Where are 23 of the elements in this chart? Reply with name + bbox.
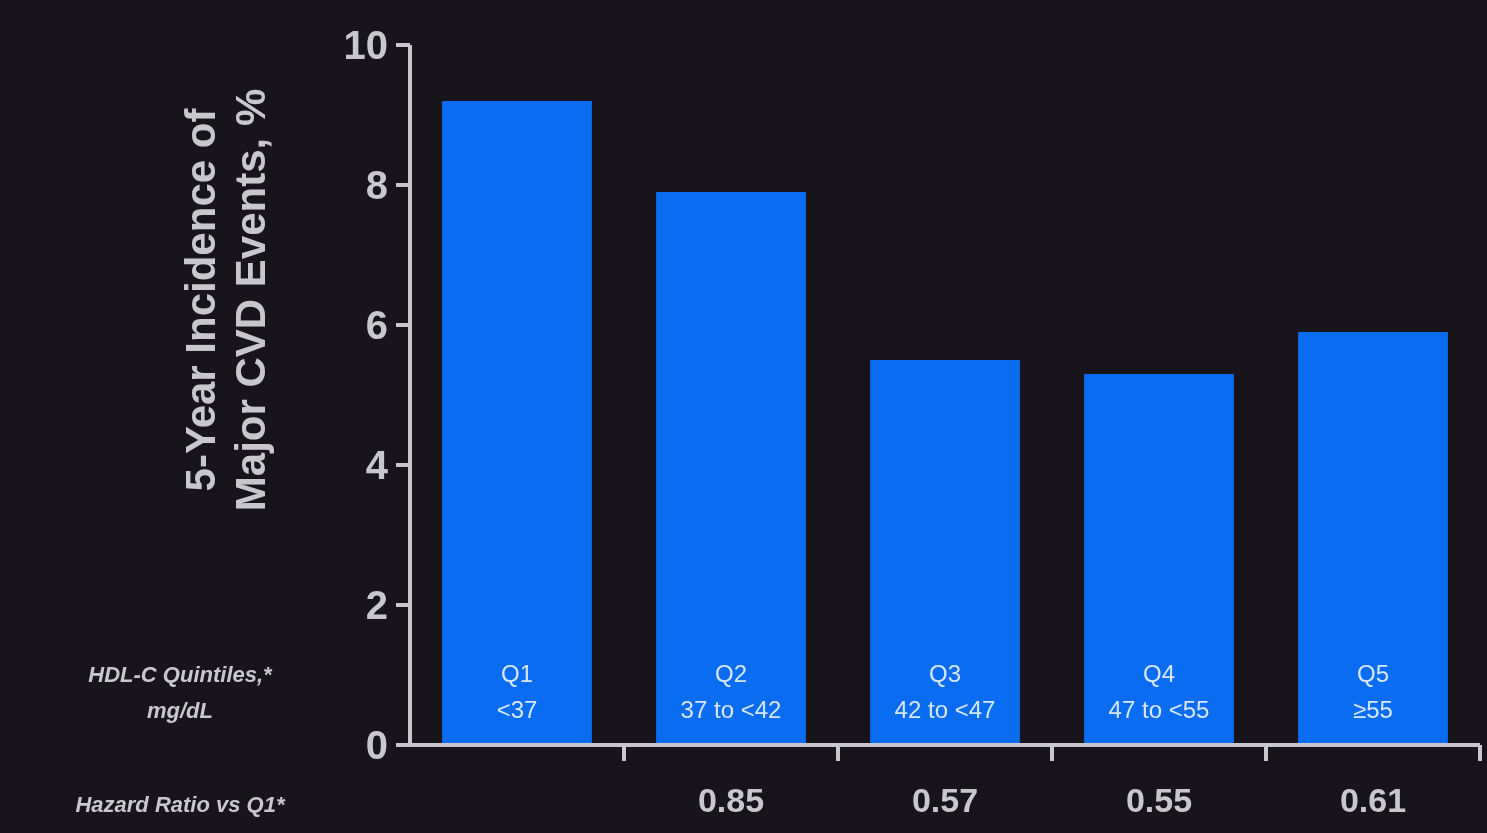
x-tick-label: Q1 <37	[496, 660, 538, 723]
bar	[1298, 332, 1448, 745]
y-axis-title: 5-Year Incidence of Major CVD Events, %	[177, 88, 274, 512]
x-tick-label: Q5 ≥55	[1353, 660, 1393, 723]
x-axis-title: HDL-C Quintiles,* mg/dL	[88, 662, 274, 723]
text: Hazard Ratio vs Q1*	[75, 792, 286, 817]
bar	[1084, 374, 1234, 745]
y-tick-label: 0	[365, 723, 388, 767]
y-tick-label: 4	[365, 443, 389, 487]
text: 0.61	[1339, 781, 1407, 819]
bar	[870, 360, 1020, 745]
y-tick-label: 8	[365, 163, 388, 207]
text: 0.85	[697, 781, 765, 819]
text: 0.55	[1125, 781, 1193, 819]
y-tick-label: 10	[343, 23, 388, 67]
y-tick-label: 6	[365, 303, 388, 347]
x-tick-label: Q4 47 to <55	[1108, 660, 1210, 723]
text: 0.57	[911, 781, 979, 819]
bar	[656, 192, 806, 745]
bar	[442, 101, 592, 745]
x-tick-label: Q3 42 to <47	[894, 660, 996, 723]
x-tick-label: Q2 37 to <42	[680, 660, 782, 723]
y-tick-label: 2	[365, 583, 388, 627]
